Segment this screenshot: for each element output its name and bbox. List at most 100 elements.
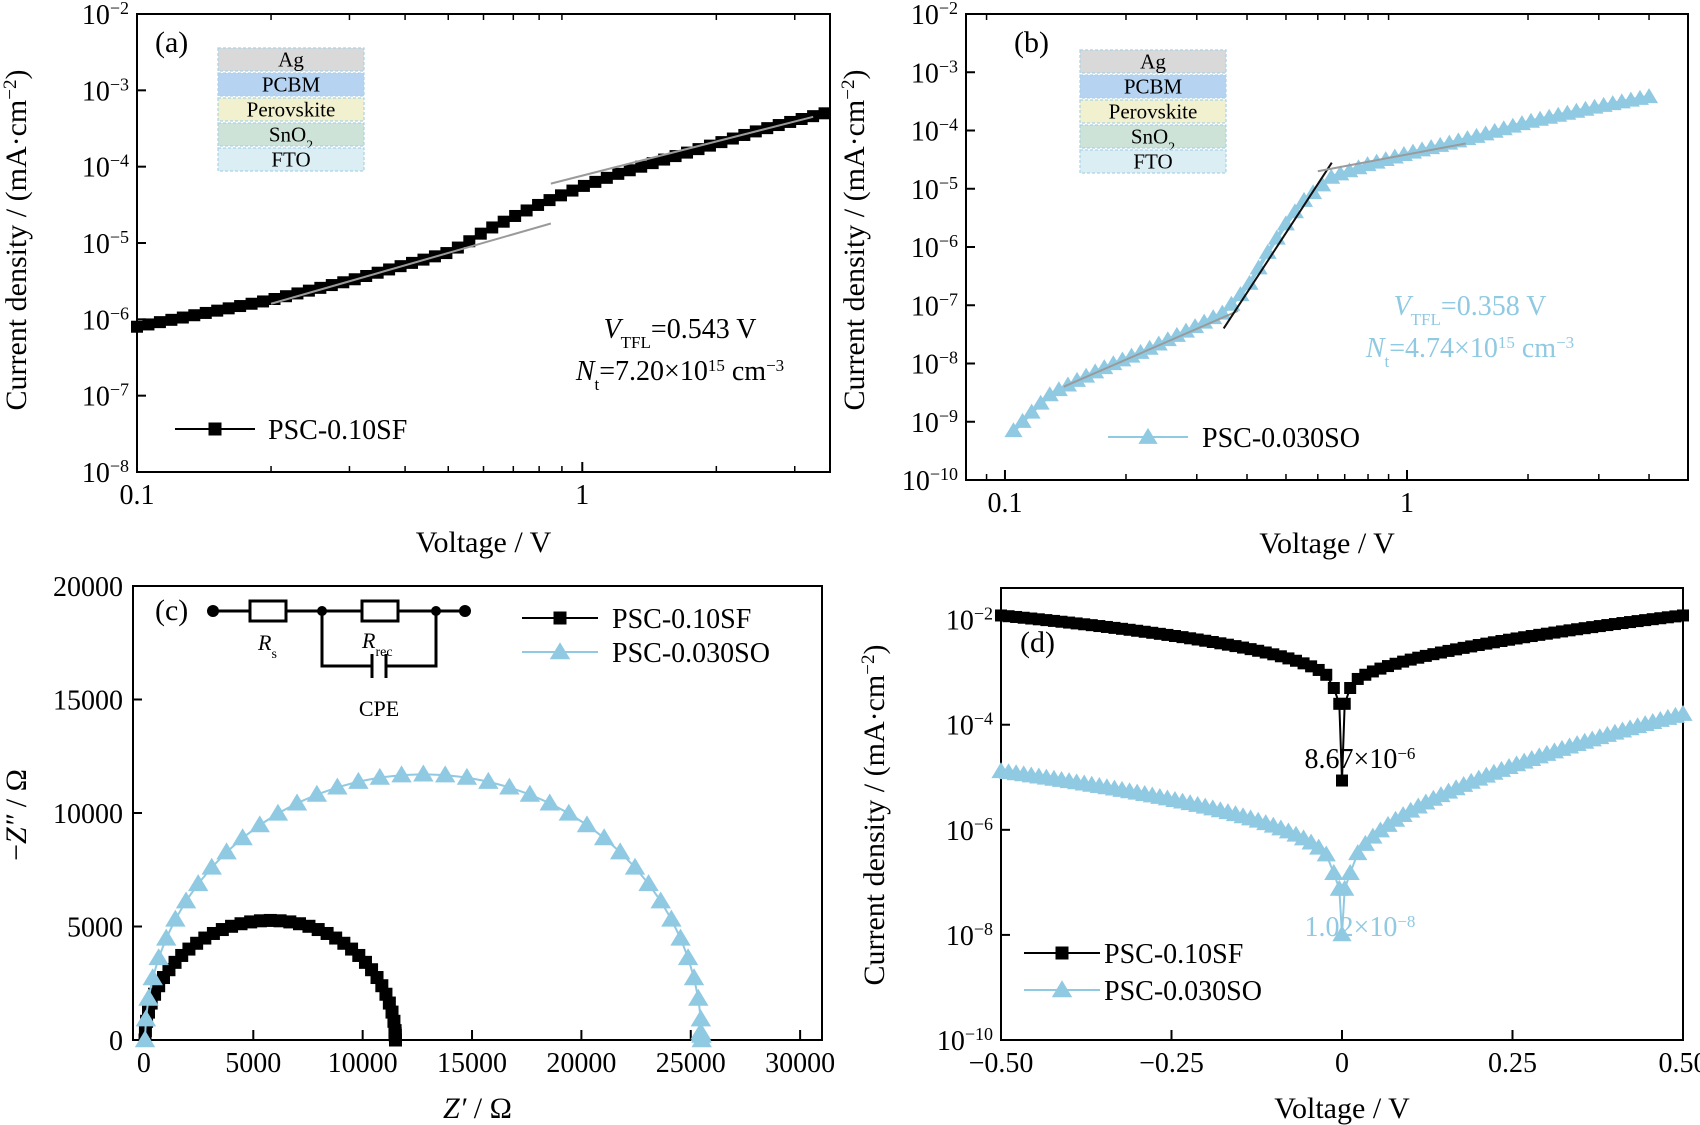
data-point	[1022, 403, 1041, 419]
y-tick-label: 10−4	[946, 709, 993, 742]
data-point	[646, 157, 659, 170]
fit-line	[1317, 142, 1466, 173]
y-tick-label: 10−6	[911, 231, 958, 264]
data-point	[142, 318, 155, 331]
layer-sub: 2	[306, 138, 313, 153]
data-point	[1176, 322, 1195, 338]
nt-sub: t	[1385, 352, 1390, 371]
legend-marker	[549, 642, 571, 660]
data-point	[142, 968, 163, 986]
x-tick-label: 30000	[765, 1048, 835, 1079]
layer-label: Ag	[1140, 50, 1166, 74]
rs-sub: s	[271, 647, 276, 662]
nt-value: =4.74×10	[1389, 333, 1498, 364]
y-axis-title: Current density / (mA·cm−2)	[858, 645, 892, 986]
data-point	[1327, 681, 1340, 694]
nt-unit-exp: −3	[1556, 333, 1574, 352]
layer-fto	[1079, 149, 1227, 174]
data-point	[156, 928, 177, 946]
data-point	[388, 1025, 402, 1039]
y-tick-label: 10−7	[911, 289, 958, 322]
data-point	[1393, 806, 1413, 823]
x-axis-title: Voltage / V	[416, 526, 552, 559]
layer-label: FTO	[1133, 150, 1172, 174]
label-rs: Rs	[257, 630, 277, 662]
annotation-nt: Nt=7.20×1015 cm−3	[575, 356, 784, 394]
data-point	[807, 110, 820, 123]
layer-fto	[217, 147, 365, 172]
data-point	[677, 948, 699, 966]
layer-label: PCBM	[262, 73, 321, 97]
tick-exponent: −9	[939, 406, 958, 426]
layer-pcbm	[1079, 74, 1227, 99]
data-point	[175, 891, 197, 909]
x-tick-label: 20000	[546, 1048, 616, 1079]
data-point	[661, 909, 682, 927]
tick-base: 10	[911, 291, 939, 322]
tick-exponent: −4	[974, 709, 993, 729]
nt-symbol: N	[575, 356, 596, 387]
tick-base: 10	[911, 233, 939, 264]
nt-unit: cm	[725, 356, 766, 387]
layer-label: PCBM	[1124, 75, 1183, 99]
x-tick-label: 1	[575, 480, 589, 511]
data-point	[1031, 394, 1050, 410]
data-point	[1240, 274, 1259, 290]
y-tick-label: 10−8	[946, 919, 993, 952]
data-point	[463, 235, 476, 248]
data-point	[589, 175, 602, 188]
panel-c: 0 5000 10000 15000 20000 0 5000 10000 15000 20000…	[0, 572, 835, 1125]
data-point	[478, 771, 499, 789]
x-tick-label: 5000	[225, 1048, 281, 1079]
data-point	[435, 765, 456, 783]
plot-frame	[1000, 587, 1684, 1041]
data-point	[187, 874, 209, 892]
layer-label: FTO	[271, 148, 310, 172]
tick-base: 10	[902, 466, 930, 497]
layer-label: Ag	[278, 48, 304, 72]
tick-base: 10	[82, 0, 110, 31]
layer-sub: 2	[1168, 140, 1175, 155]
y-tick-label: 10−9	[911, 406, 958, 439]
layer-pcbm	[217, 72, 365, 97]
y-axis-title-text: Current density / (mA·cm	[838, 100, 871, 411]
data-point	[1677, 609, 1689, 622]
data-point	[612, 167, 625, 180]
nt-exp: 15	[708, 356, 725, 375]
data-point	[232, 828, 253, 846]
tick-base: 10	[82, 153, 110, 184]
y-axis-title-close: )	[858, 645, 891, 655]
y-axis-title: −Z″ / Ω	[0, 769, 33, 861]
panel-d: 10−1010−810−610−410−2−0.50−0.2500.250.50…	[858, 587, 1700, 1125]
rrec-symbol: R	[361, 628, 376, 653]
y-tick-label: 10000	[53, 799, 123, 830]
x-axis-symbol: Z′	[443, 1092, 467, 1125]
data-point	[1324, 863, 1344, 880]
tick-exponent: −2	[110, 0, 129, 18]
legend-marker	[1051, 980, 1073, 998]
circuit-node	[207, 605, 219, 617]
y-tick-label: 10−3	[911, 56, 958, 89]
x-tick-label: 15000	[437, 1048, 507, 1079]
legend-marker	[208, 422, 222, 436]
data-point	[138, 988, 159, 1006]
tick-base: 10	[82, 458, 110, 489]
data-point	[635, 160, 648, 173]
data-point	[153, 316, 166, 329]
legend-label: PSC-0.030SO	[612, 638, 770, 669]
data-point	[600, 171, 613, 184]
tick-exponent: −4	[939, 115, 958, 135]
x-tick-label: 10000	[328, 1048, 398, 1079]
data-point	[690, 1009, 712, 1027]
nt-unit-exp: −3	[766, 356, 784, 375]
series-line	[144, 919, 397, 1041]
panel-label: (d)	[1020, 626, 1055, 659]
tick-exponent: −5	[110, 227, 129, 247]
y-axis-title-sup: −2	[858, 655, 879, 675]
nt-value: =7.20×10	[599, 356, 708, 387]
layer-sno	[217, 122, 365, 147]
data-point	[638, 874, 659, 892]
data-point	[1332, 925, 1352, 942]
y-tick-label: 10−8	[911, 348, 958, 381]
